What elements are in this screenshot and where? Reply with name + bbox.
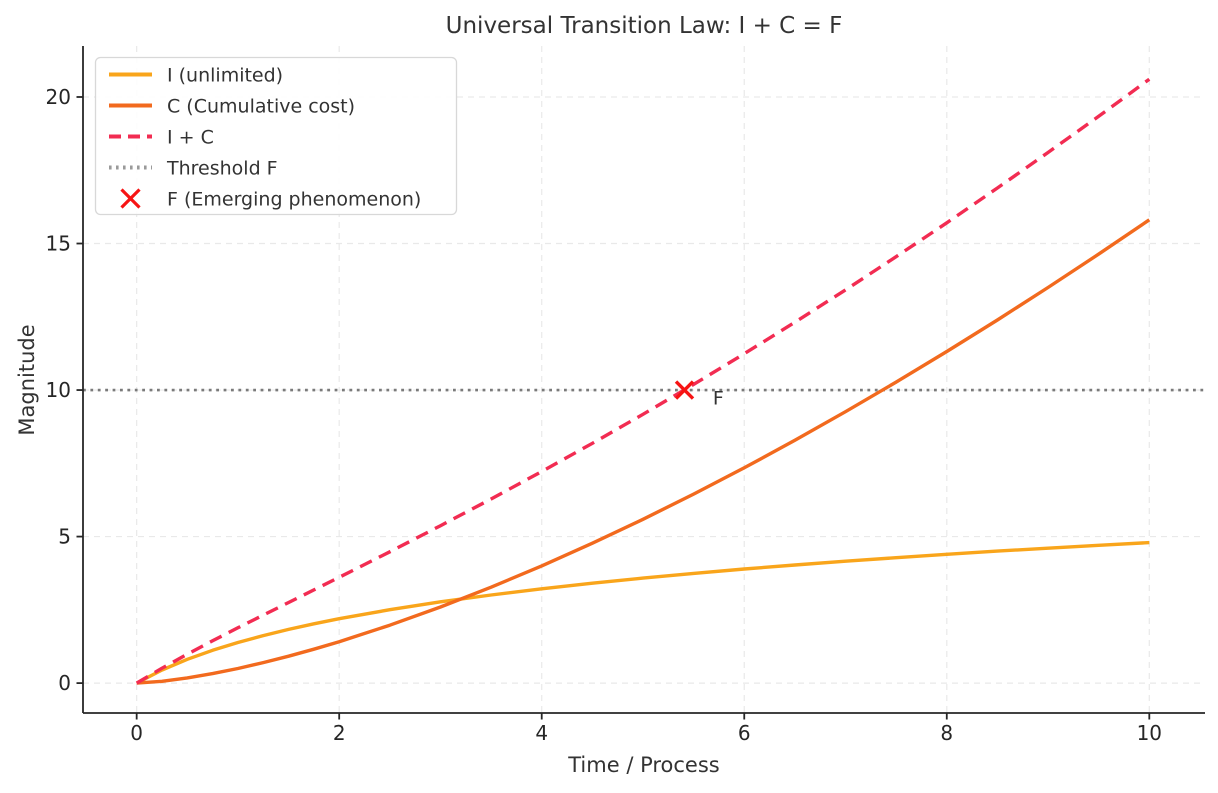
x-axis-label: Time / Process [567, 753, 719, 777]
legend-item-4: F (Emerging phenomenon) [120, 188, 421, 211]
marker-layer [674, 380, 695, 400]
y-tick-label-20: 20 [46, 85, 71, 109]
legend-label: F (Emerging phenomenon) [167, 189, 421, 211]
legend-item-1: C (Cumulative cost) [109, 96, 355, 118]
y-axis-label: Magnitude [15, 324, 39, 435]
x-tick-label-10: 10 [1137, 721, 1162, 745]
legend-x-marker-icon [120, 188, 141, 209]
y-tick-label-0: 0 [58, 671, 71, 695]
legend-label: I + C [167, 127, 214, 149]
legend-label: C (Cumulative cost) [167, 96, 355, 118]
x-tick-label-8: 8 [940, 721, 953, 745]
y-tick-label-5: 5 [58, 525, 71, 549]
x-tick-label-0: 0 [130, 721, 143, 745]
f-marker-icon [674, 380, 695, 400]
y-tick-label-10: 10 [46, 378, 71, 402]
f-annotation: F [713, 388, 724, 410]
legend-label: Threshold F [166, 158, 278, 180]
legend-item-2: I + C [109, 127, 214, 149]
legend-item-3: Threshold F [109, 158, 278, 180]
legend-box [94, 56, 458, 216]
curves-layer [135, 77, 1151, 685]
x-tick-label-6: 6 [738, 721, 751, 745]
y-tick-label-15: 15 [46, 232, 71, 256]
x-tick-label-2: 2 [333, 721, 346, 745]
curve-1 [136, 218, 1151, 685]
axes-layer: 0 2 4 6 8 10 0 5 10 15 20 [46, 46, 1205, 745]
legend-item-0: I (unlimited) [109, 65, 283, 87]
curve-0 [135, 540, 1150, 685]
x-tick-label-4: 4 [535, 721, 548, 745]
legend-label: I (unlimited) [167, 65, 283, 87]
legend: I (unlimited) C (Cumulative cost) I + C Thr… [94, 56, 458, 216]
chart-title: Universal Transition Law: I + C = F [446, 13, 843, 39]
curve-2 [135, 77, 1151, 685]
